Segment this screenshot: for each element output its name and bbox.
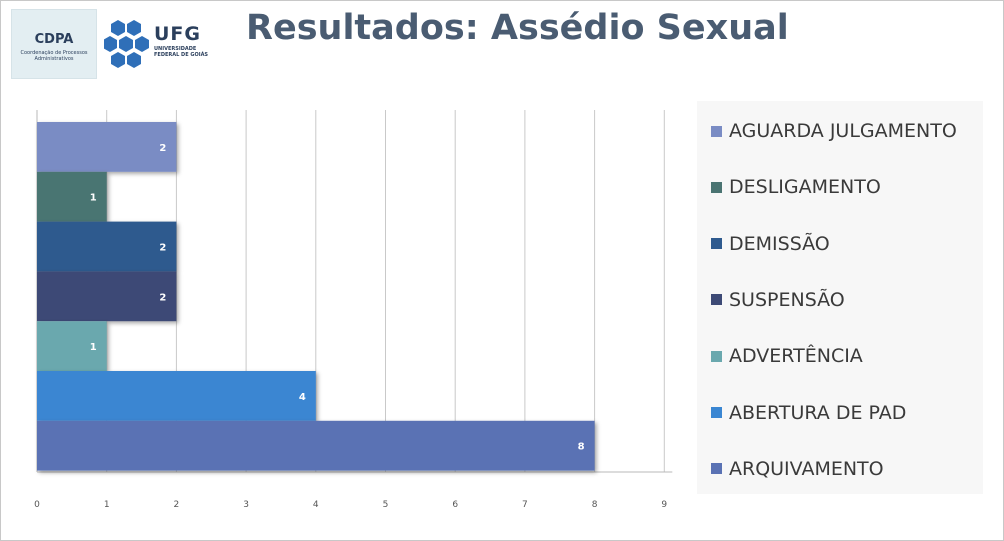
legend-item-advert-ncia: ADVERTÊNCIA bbox=[711, 342, 863, 370]
ufg-hexagon-icon bbox=[104, 20, 149, 68]
x-tick-label-4: 4 bbox=[313, 500, 319, 510]
legend-item-suspens-o: SUSPENSÃO bbox=[711, 286, 845, 314]
bar-value-label-arquivamento: 8 bbox=[578, 442, 585, 453]
x-tick-label-9: 9 bbox=[661, 500, 667, 510]
x-tick-label-3: 3 bbox=[243, 500, 249, 510]
legend-item-abertura-de-pad: ABERTURA DE PAD bbox=[711, 399, 906, 427]
bar-abertura-de-pad bbox=[37, 371, 316, 421]
bar-value-label-suspens-o: 2 bbox=[159, 292, 166, 303]
legend-label-desligamento: DESLIGAMENTO bbox=[729, 176, 881, 199]
legend-swatch-advert-ncia bbox=[711, 350, 722, 362]
bar-aguarda-julgamento bbox=[37, 122, 177, 172]
cdpa-logo-subtitle: Coordenação de Processos Administrativos bbox=[20, 50, 88, 62]
legend-swatch-demiss-o bbox=[711, 238, 722, 250]
bar-value-label-aguarda-julgamento: 2 bbox=[159, 143, 166, 154]
bar-advert-ncia bbox=[37, 321, 107, 371]
legend-label-aguarda-julgamento: AGUARDA JULGAMENTO bbox=[729, 120, 957, 142]
cdpa-logo-name: CDPA bbox=[34, 32, 74, 47]
x-tick-label-7: 7 bbox=[522, 500, 528, 510]
cdpa-logo: CDPA Coordenação de Processos Administra… bbox=[11, 9, 97, 79]
legend-swatch-arquivamento bbox=[711, 463, 722, 475]
chart-legend: AGUARDA JULGAMENTO DESLIGAMENTO DEMISSÃO SU… bbox=[697, 101, 983, 494]
bar-arquivamento bbox=[37, 420, 595, 471]
legend-swatch-aguarda-julgamento bbox=[711, 125, 722, 137]
legend-label-abertura-de-pad: ABERTURA DE PAD bbox=[729, 401, 907, 424]
ufg-logo-name: UFG bbox=[154, 23, 202, 45]
ufg-logo-subtitle: UNIVERSIDADE FEDERAL DE GOIÁS bbox=[154, 46, 209, 58]
bar-value-label-abertura-de-pad: 4 bbox=[299, 392, 306, 403]
legend-item-arquivamento: ARQUIVAMENTO bbox=[711, 455, 884, 483]
bar-chart: 0 1 2 3 4 5 6 7 8 9 2 1 2 2 1 4 8 bbox=[34, 110, 673, 510]
legend-label-arquivamento: ARQUIVAMENTO bbox=[729, 457, 884, 480]
legend-item-demiss-o: DEMISSÃO bbox=[711, 230, 830, 258]
bar-desligamento bbox=[37, 171, 107, 222]
page-title: Resultados: Assédio Sexual bbox=[246, 8, 789, 48]
bar-suspens-o bbox=[37, 271, 177, 322]
x-tick-label-8: 8 bbox=[592, 500, 598, 510]
legend-label-advert-ncia: ADVERTÊNCIA bbox=[729, 345, 863, 368]
legend-label-demiss-o: DEMISSÃO bbox=[729, 232, 830, 255]
legend-item-desligamento: DESLIGAMENTO bbox=[711, 173, 881, 201]
legend-swatch-abertura-de-pad bbox=[711, 407, 722, 418]
x-tick-label-1: 1 bbox=[104, 500, 110, 510]
legend-item-aguarda-julgamento: AGUARDA JULGAMENTO bbox=[711, 117, 957, 145]
x-tick-label-6: 6 bbox=[452, 500, 458, 510]
x-tick-label-0: 0 bbox=[34, 500, 40, 510]
bar-value-label-desligamento: 1 bbox=[90, 193, 97, 204]
x-tick-label-5: 5 bbox=[383, 500, 389, 510]
bar-value-label-advert-ncia: 1 bbox=[90, 342, 97, 353]
legend-label-suspens-o: SUSPENSÃO bbox=[729, 288, 845, 311]
bar-value-label-demiss-o: 2 bbox=[159, 243, 166, 254]
ufg-logo: UFG UNIVERSIDADE FEDERAL DE GOIÁS bbox=[104, 17, 208, 71]
legend-swatch-desligamento bbox=[711, 181, 722, 193]
legend-swatch-suspens-o bbox=[711, 294, 722, 306]
x-tick-label-2: 2 bbox=[174, 500, 180, 510]
bar-demiss-o bbox=[37, 221, 177, 272]
